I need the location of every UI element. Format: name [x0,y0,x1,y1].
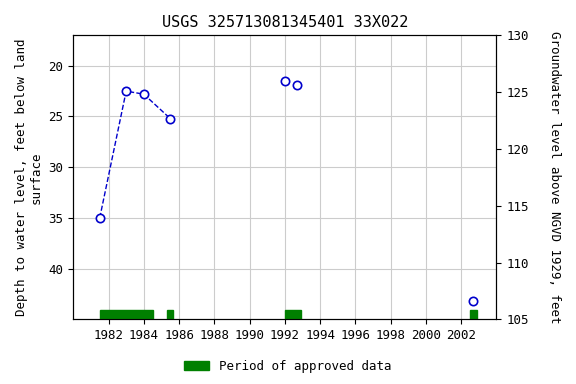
Bar [166,310,173,319]
Bar [470,310,477,319]
Y-axis label: Depth to water level, feet below land
surface: Depth to water level, feet below land su… [15,39,43,316]
Y-axis label: Groundwater level above NGVD 1929, feet: Groundwater level above NGVD 1929, feet [548,31,561,324]
Bar [285,310,301,319]
Bar [100,310,153,319]
Title: USGS 325713081345401 33X022: USGS 325713081345401 33X022 [162,15,408,30]
Legend: Period of approved data: Period of approved data [179,355,397,378]
